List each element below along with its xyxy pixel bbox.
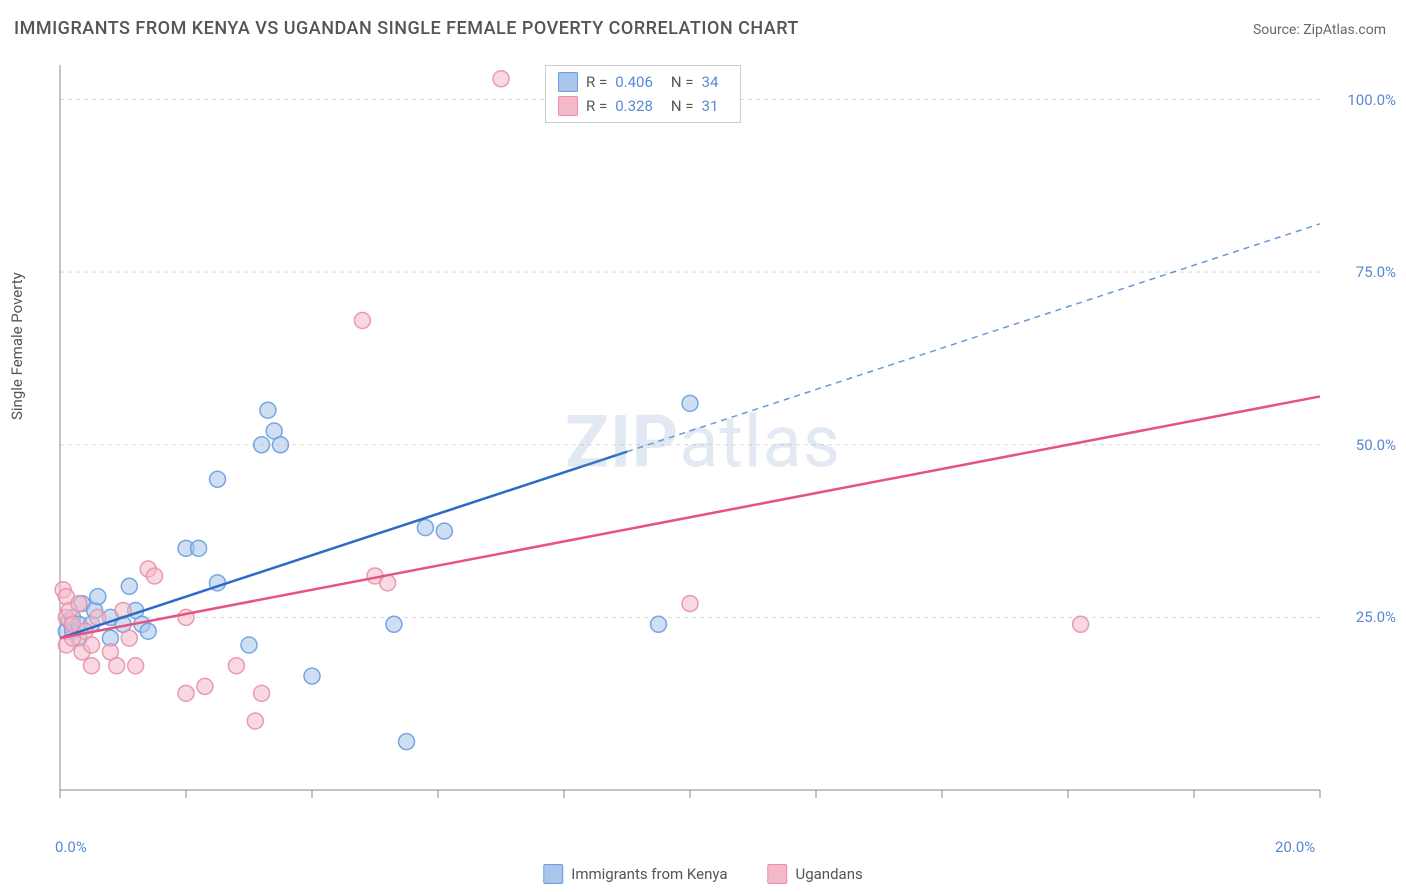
data-point <box>254 685 270 701</box>
data-point <box>493 71 509 87</box>
stats-legend-box: R = 0.406 N = 34 R = 0.328 N = 31 <box>545 65 741 123</box>
y-axis-label: Single Female Poverty <box>8 272 26 420</box>
y-tick-label: 50.0% <box>1356 436 1396 454</box>
y-tick-label: 100.0% <box>1347 91 1396 109</box>
data-point <box>228 658 244 674</box>
data-point <box>147 568 163 584</box>
legend-item: Ugandans <box>768 864 863 884</box>
data-point <box>354 312 370 328</box>
scatter-plot <box>50 60 1380 830</box>
data-point <box>254 437 270 453</box>
stat-n-label: N = <box>671 73 694 91</box>
data-point <box>273 437 289 453</box>
stats-row: R = 0.406 N = 34 <box>558 70 728 94</box>
stat-r-label: R = <box>586 73 607 91</box>
data-point <box>121 630 137 646</box>
stats-row: R = 0.328 N = 31 <box>558 94 728 118</box>
data-point <box>1073 616 1089 632</box>
data-point <box>178 685 194 701</box>
data-point <box>651 616 667 632</box>
stat-n-label: N = <box>671 97 694 115</box>
data-point <box>682 395 698 411</box>
y-tick-label: 25.0% <box>1356 608 1396 626</box>
stat-n-value: 34 <box>702 73 719 91</box>
data-point <box>386 616 402 632</box>
data-point <box>71 596 87 612</box>
stat-r-value: 0.406 <box>615 73 653 91</box>
data-point <box>210 471 226 487</box>
x-tick-label: 0.0% <box>55 838 87 856</box>
data-point <box>247 713 263 729</box>
stat-r-label: R = <box>586 97 607 115</box>
data-point <box>84 637 100 653</box>
data-point <box>241 637 257 653</box>
legend-swatch <box>768 864 788 884</box>
data-point <box>399 734 415 750</box>
data-point <box>417 520 433 536</box>
legend-item: Immigrants from Kenya <box>543 864 727 884</box>
legend-swatch <box>543 864 563 884</box>
data-point <box>121 578 137 594</box>
stat-n-value: 31 <box>702 97 719 115</box>
legend-swatch <box>558 96 578 116</box>
stat-r-value: 0.328 <box>615 97 653 115</box>
data-point <box>304 668 320 684</box>
series-legend: Immigrants from Kenya Ugandans <box>543 864 863 884</box>
data-point <box>90 589 106 605</box>
legend-swatch <box>558 72 578 92</box>
data-point <box>436 523 452 539</box>
legend-label: Ugandans <box>796 865 863 883</box>
data-point <box>140 623 156 639</box>
y-tick-label: 75.0% <box>1356 263 1396 281</box>
data-point <box>191 540 207 556</box>
data-point <box>682 596 698 612</box>
data-point <box>260 402 276 418</box>
data-point <box>84 658 100 674</box>
data-point <box>197 678 213 694</box>
source-label: Source: ZipAtlas.com <box>1253 22 1386 38</box>
chart-title: IMMIGRANTS FROM KENYA VS UGANDAN SINGLE … <box>14 18 799 39</box>
legend-label: Immigrants from Kenya <box>571 865 727 883</box>
data-point <box>128 658 144 674</box>
data-point <box>109 658 125 674</box>
x-tick-label: 20.0% <box>1275 838 1315 856</box>
